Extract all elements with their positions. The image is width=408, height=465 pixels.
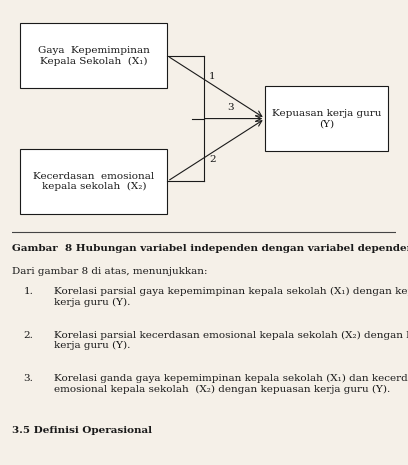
Text: Gaya  Kepemimpinan
Kepala Sekolah  (X₁): Gaya Kepemimpinan Kepala Sekolah (X₁) <box>38 46 150 66</box>
Text: 2.: 2. <box>24 331 33 339</box>
Text: Kecerdasan  emosional
kepala sekolah  (X₂): Kecerdasan emosional kepala sekolah (X₂) <box>33 172 155 191</box>
Text: Korelasi ganda gaya kepemimpinan kepala sekolah (X₁) dan kecerdasan
emosional ke: Korelasi ganda gaya kepemimpinan kepala … <box>54 374 408 393</box>
Text: Korelasi parsial gaya kepemimpinan kepala sekolah (X₁) dengan kepuasan
kerja gur: Korelasi parsial gaya kepemimpinan kepal… <box>54 287 408 307</box>
Text: 2: 2 <box>209 154 215 164</box>
Text: Gambar  8 Hubungan variabel independen dengan variabel dependen: Gambar 8 Hubungan variabel independen de… <box>12 244 408 253</box>
Text: Kepuasan kerja guru
(Y): Kepuasan kerja guru (Y) <box>272 109 381 128</box>
FancyBboxPatch shape <box>265 86 388 151</box>
Text: 1.: 1. <box>24 287 33 296</box>
Text: 3: 3 <box>227 103 234 113</box>
Text: 3.5 Definisi Operasional: 3.5 Definisi Operasional <box>12 426 152 435</box>
Text: 3.: 3. <box>24 374 33 383</box>
Text: Korelasi parsial kecerdasan emosional kepala sekolah (X₂) dengan kepuasan
kerja : Korelasi parsial kecerdasan emosional ke… <box>54 331 408 350</box>
Text: Dari gambar 8 di atas, menunjukkan:: Dari gambar 8 di atas, menunjukkan: <box>12 267 208 276</box>
Text: 1: 1 <box>209 72 215 81</box>
FancyBboxPatch shape <box>20 23 167 88</box>
FancyBboxPatch shape <box>20 149 167 214</box>
